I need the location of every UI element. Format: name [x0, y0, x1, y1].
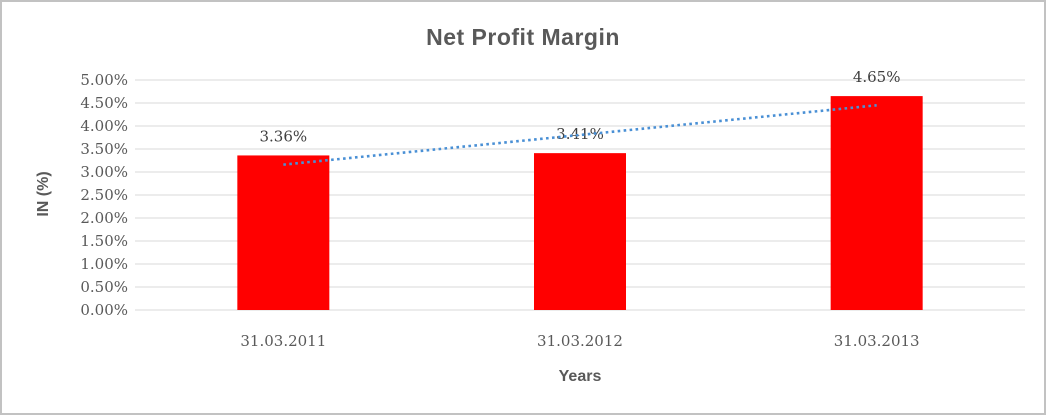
chart-title: Net Profit Margin	[426, 24, 620, 50]
data-label: 3.41%	[556, 125, 604, 143]
x-axis-title: Years	[558, 368, 602, 385]
y-tick-label: 3.50%	[80, 140, 128, 158]
y-tick-label: 0.00%	[80, 301, 128, 319]
bar-31.03.2013	[830, 96, 923, 310]
y-tick-label: 4.00%	[80, 117, 128, 135]
x-tick-label: 31.03.2013	[834, 332, 920, 350]
y-tick-label: 1.50%	[80, 232, 128, 250]
y-tick-label: 5.00%	[80, 71, 128, 89]
bar-31.03.2011	[237, 155, 330, 310]
y-tick-label: 0.50%	[80, 278, 128, 296]
y-tick-label: 3.00%	[80, 163, 128, 181]
data-label: 4.65%	[853, 68, 901, 86]
y-tick-label: 4.50%	[80, 94, 128, 112]
bar-31.03.2012	[534, 153, 626, 310]
data-label: 3.36%	[260, 127, 308, 145]
x-tick-label: 31.03.2012	[537, 332, 623, 350]
y-tick-label: 1.00%	[80, 255, 128, 273]
y-tick-label: 2.00%	[80, 209, 128, 227]
x-tick-label: 31.03.2011	[240, 332, 326, 350]
y-tick-label: 2.50%	[80, 186, 128, 204]
